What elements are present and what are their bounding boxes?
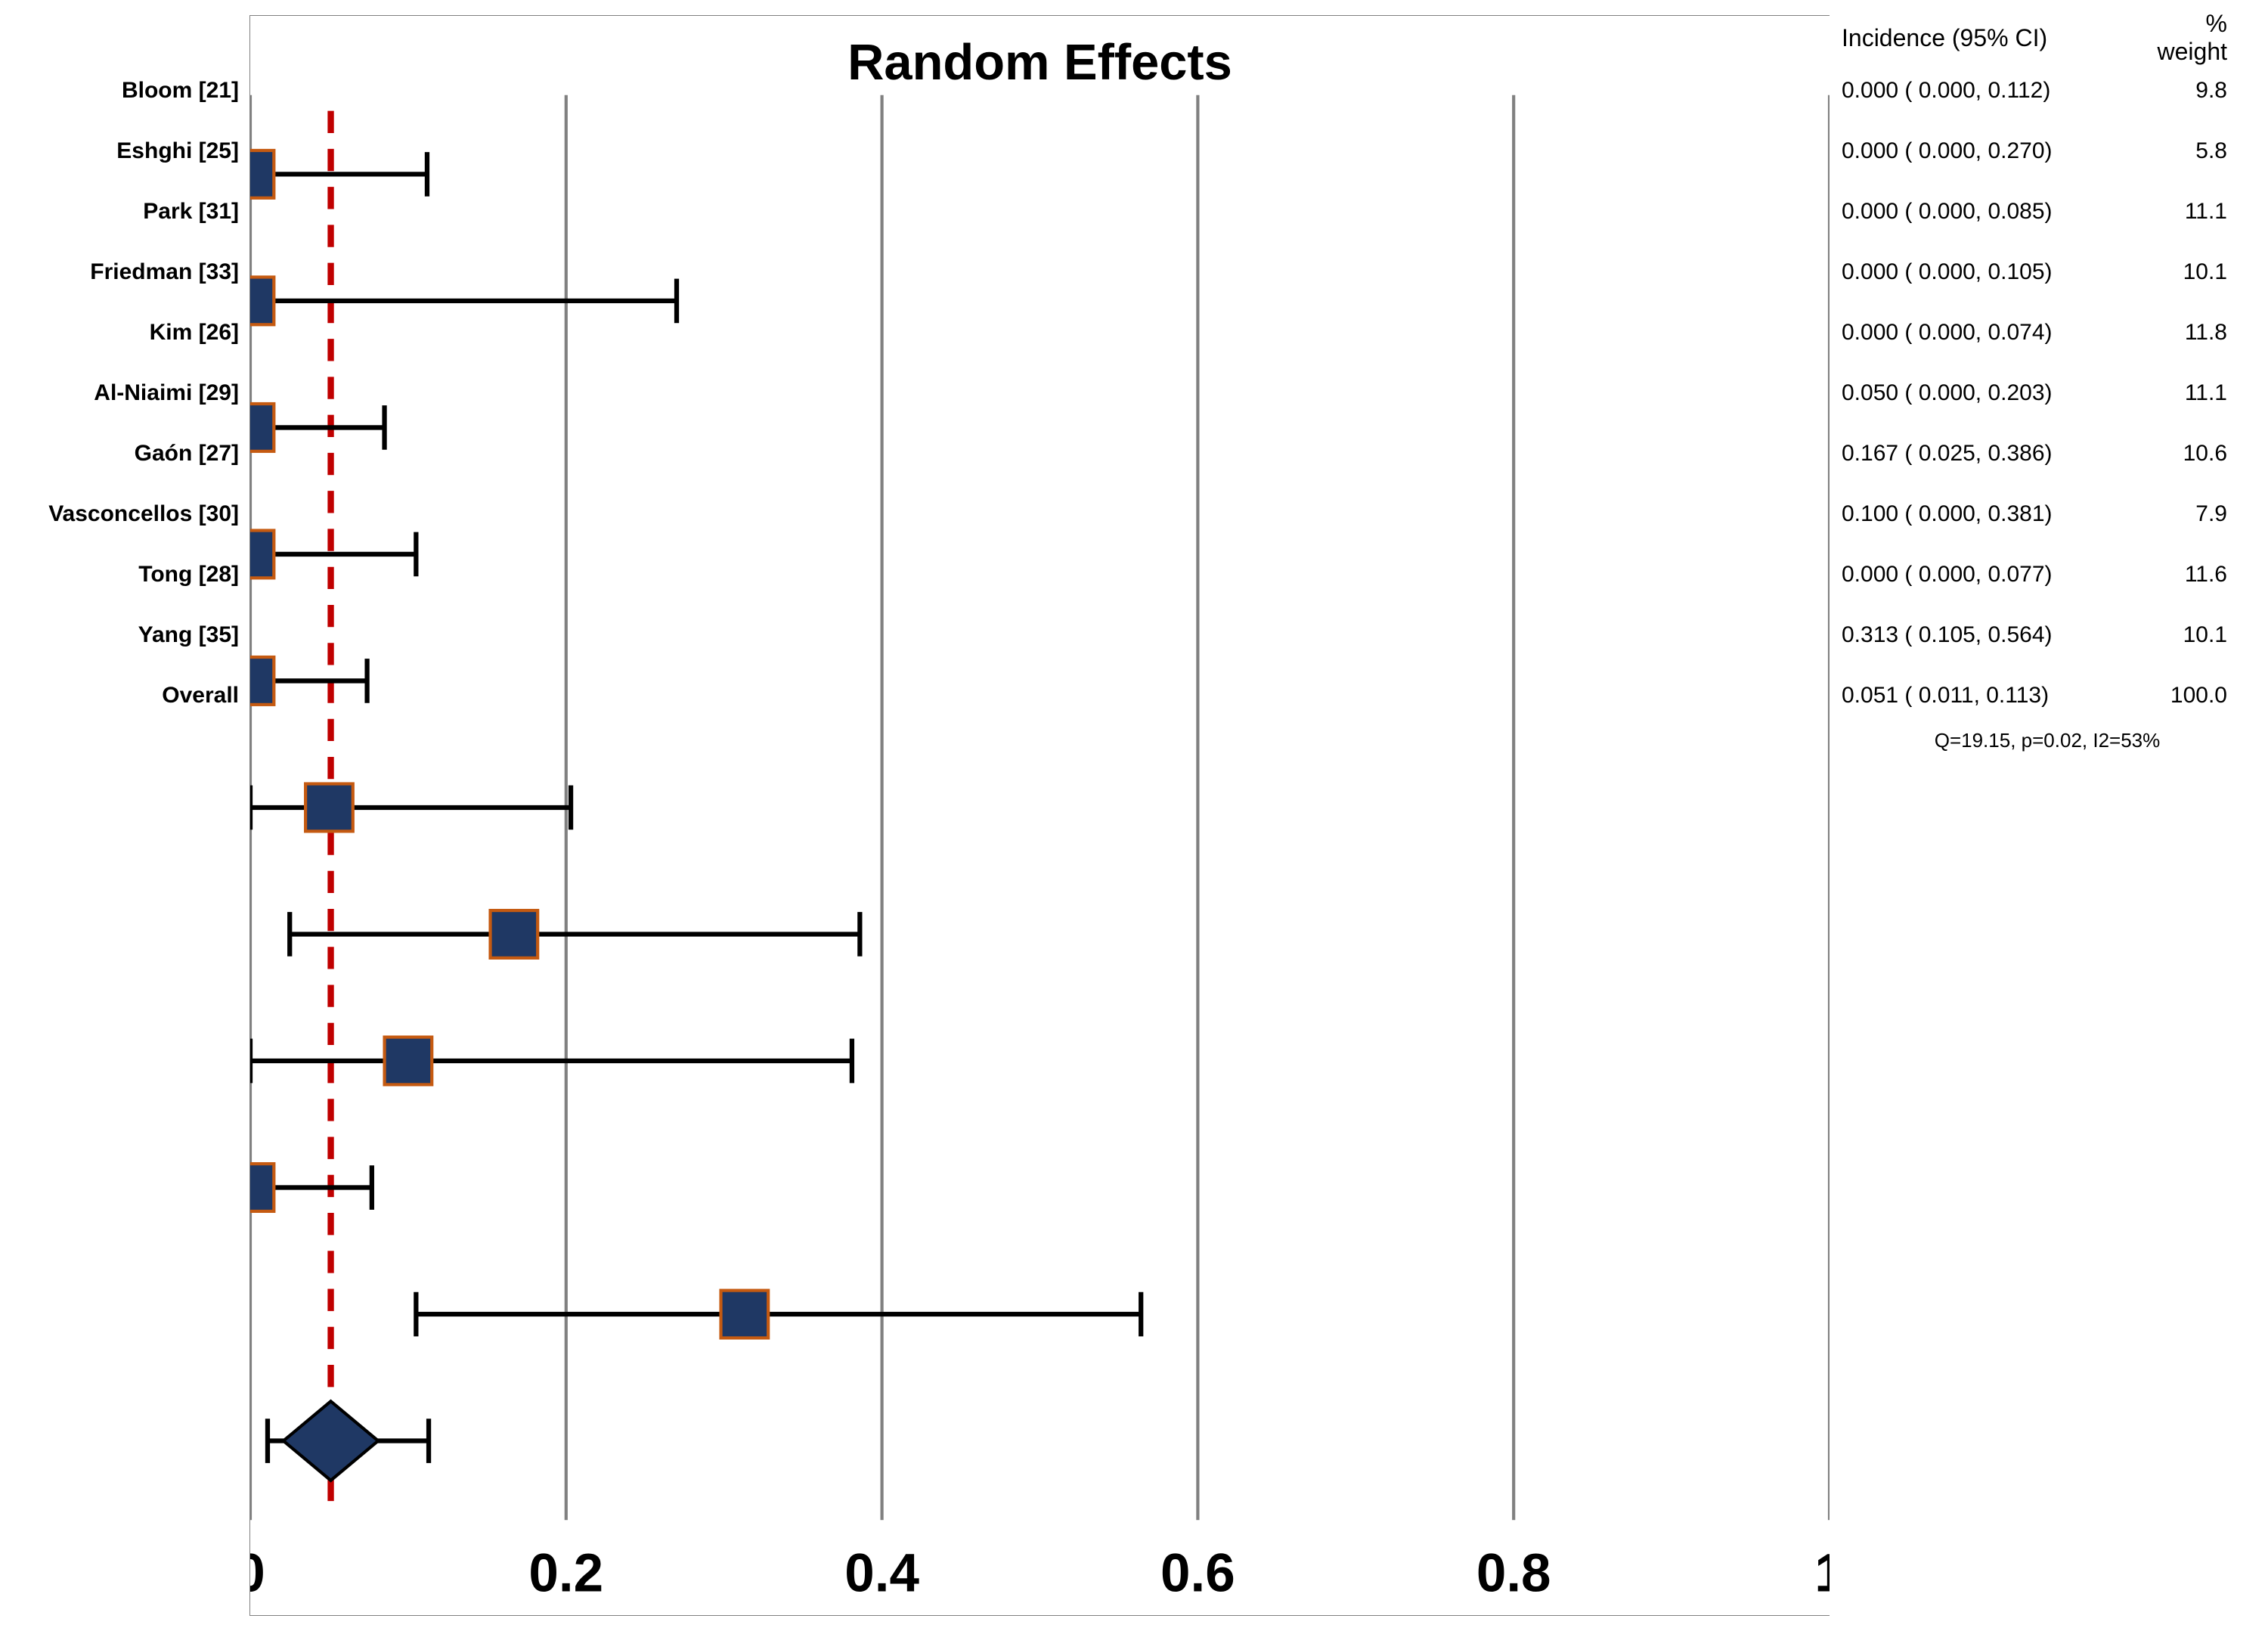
study-stats-row: 0.050 ( 0.000, 0.203)11.1 [1842, 363, 2253, 423]
study-stats-row: 0.000 ( 0.000, 0.270)5.8 [1842, 121, 2253, 181]
weight-value: 10.1 [2144, 622, 2227, 648]
overall-label: Overall [15, 665, 249, 726]
incidence-header: Incidence (95% CI) [1842, 24, 2144, 52]
incidence-value: 0.000 ( 0.000, 0.074) [1842, 320, 2144, 346]
weight-value: 100.0 [2144, 683, 2227, 709]
study-labels-column: Bloom [21]Eshghi [25]Park [31]Friedman [… [15, 15, 249, 1616]
study-label: Bloom [21] [15, 60, 249, 121]
study-stats-row: 0.000 ( 0.000, 0.112)9.8 [1842, 60, 2253, 121]
point-estimate-box [250, 657, 274, 705]
study-label: Friedman [33] [15, 242, 249, 302]
stats-column: Incidence (95% CI) % weight 0.000 ( 0.00… [1830, 15, 2253, 1616]
weight-value: 10.1 [2144, 259, 2227, 285]
study-label: Al-Niaimi [29] [15, 363, 249, 423]
study-stats-row: 0.313 ( 0.105, 0.564)10.1 [1842, 605, 2253, 665]
weight-value: 5.8 [2144, 138, 2227, 164]
incidence-value: 0.000 ( 0.000, 0.105) [1842, 259, 2144, 285]
weight-value: 11.6 [2144, 562, 2227, 588]
study-stats-row: 0.000 ( 0.000, 0.105)10.1 [1842, 242, 2253, 302]
incidence-value: 0.313 ( 0.105, 0.564) [1842, 622, 2144, 648]
incidence-value: 0.051 ( 0.011, 0.113) [1842, 683, 2144, 709]
overall-stats-row: 0.051 ( 0.011, 0.113)100.0 [1842, 665, 2253, 726]
x-axis-tick-label: 1 [1814, 1543, 1830, 1603]
stats-header: Incidence (95% CI) % weight [1842, 15, 2253, 60]
point-estimate-box [721, 1291, 769, 1338]
weight-value: 11.1 [2144, 199, 2227, 225]
incidence-value: 0.000 ( 0.000, 0.112) [1842, 78, 2144, 104]
study-label: Eshghi [25] [15, 121, 249, 181]
study-label: Yang [35] [15, 605, 249, 665]
x-axis-tick-label: 0.6 [1160, 1543, 1235, 1603]
study-stats-row: 0.000 ( 0.000, 0.077)11.6 [1842, 544, 2253, 605]
x-axis-tick-label: 0.2 [528, 1543, 603, 1603]
incidence-value: 0.050 ( 0.000, 0.203) [1842, 380, 2144, 406]
plot-panel: Random Effects 0 0.2 0.4 0.6 0.8 1 [249, 15, 1830, 1616]
overall-diamond [284, 1401, 378, 1481]
incidence-value: 0.000 ( 0.000, 0.077) [1842, 562, 2144, 588]
study-stats-row: 0.100 ( 0.000, 0.381)7.9 [1842, 484, 2253, 544]
weight-value: 7.9 [2144, 501, 2227, 527]
x-axis-tick-label: 0 [250, 1543, 265, 1603]
point-estimate-box [250, 1164, 274, 1211]
forest-plot-svg: Random Effects 0 0.2 0.4 0.6 0.8 1 [250, 16, 1830, 1615]
weight-value: 11.8 [2144, 320, 2227, 346]
weight-value: 9.8 [2144, 78, 2227, 104]
weight-value: 11.1 [2144, 380, 2227, 406]
weight-header: % weight [2144, 10, 2227, 66]
study-stats-row: 0.000 ( 0.000, 0.074)11.8 [1842, 302, 2253, 363]
point-estimate-box [250, 150, 274, 198]
x-axis-tick-label: 0.8 [1476, 1543, 1551, 1603]
study-stats-row: 0.000 ( 0.000, 0.085)11.1 [1842, 181, 2253, 242]
point-estimate-box [250, 277, 274, 324]
study-label: Tong [28] [15, 544, 249, 605]
study-label: Park [31] [15, 181, 249, 242]
point-estimate-box [385, 1037, 432, 1085]
incidence-value: 0.000 ( 0.000, 0.270) [1842, 138, 2144, 164]
point-estimate-box [250, 531, 274, 578]
incidence-value: 0.100 ( 0.000, 0.381) [1842, 501, 2144, 527]
x-axis-tick-label: 0.4 [844, 1543, 919, 1603]
labels-header-spacer [15, 15, 249, 60]
study-label: Vasconcellos [30] [15, 484, 249, 544]
study-label: Gaón [27] [15, 423, 249, 484]
point-estimate-box [305, 784, 353, 832]
plot-title: Random Effects [847, 34, 1232, 91]
study-stats-row: 0.167 ( 0.025, 0.386)10.6 [1842, 423, 2253, 484]
point-estimate-box [491, 910, 538, 958]
study-label: Kim [26] [15, 302, 249, 363]
point-estimate-box [250, 404, 274, 451]
incidence-value: 0.000 ( 0.000, 0.085) [1842, 199, 2144, 225]
incidence-value: 0.167 ( 0.025, 0.386) [1842, 441, 2144, 467]
heterogeneity-text: Q=19.15, p=0.02, I2=53% [1842, 726, 2253, 752]
weight-value: 10.6 [2144, 441, 2227, 467]
forest-plot-container: Bloom [21]Eshghi [25]Park [31]Friedman [… [15, 15, 2253, 1616]
